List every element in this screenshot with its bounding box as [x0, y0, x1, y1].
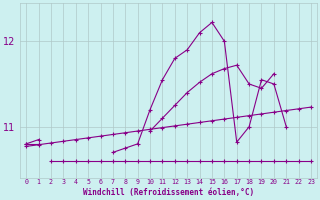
X-axis label: Windchill (Refroidissement éolien,°C): Windchill (Refroidissement éolien,°C)	[83, 188, 254, 197]
